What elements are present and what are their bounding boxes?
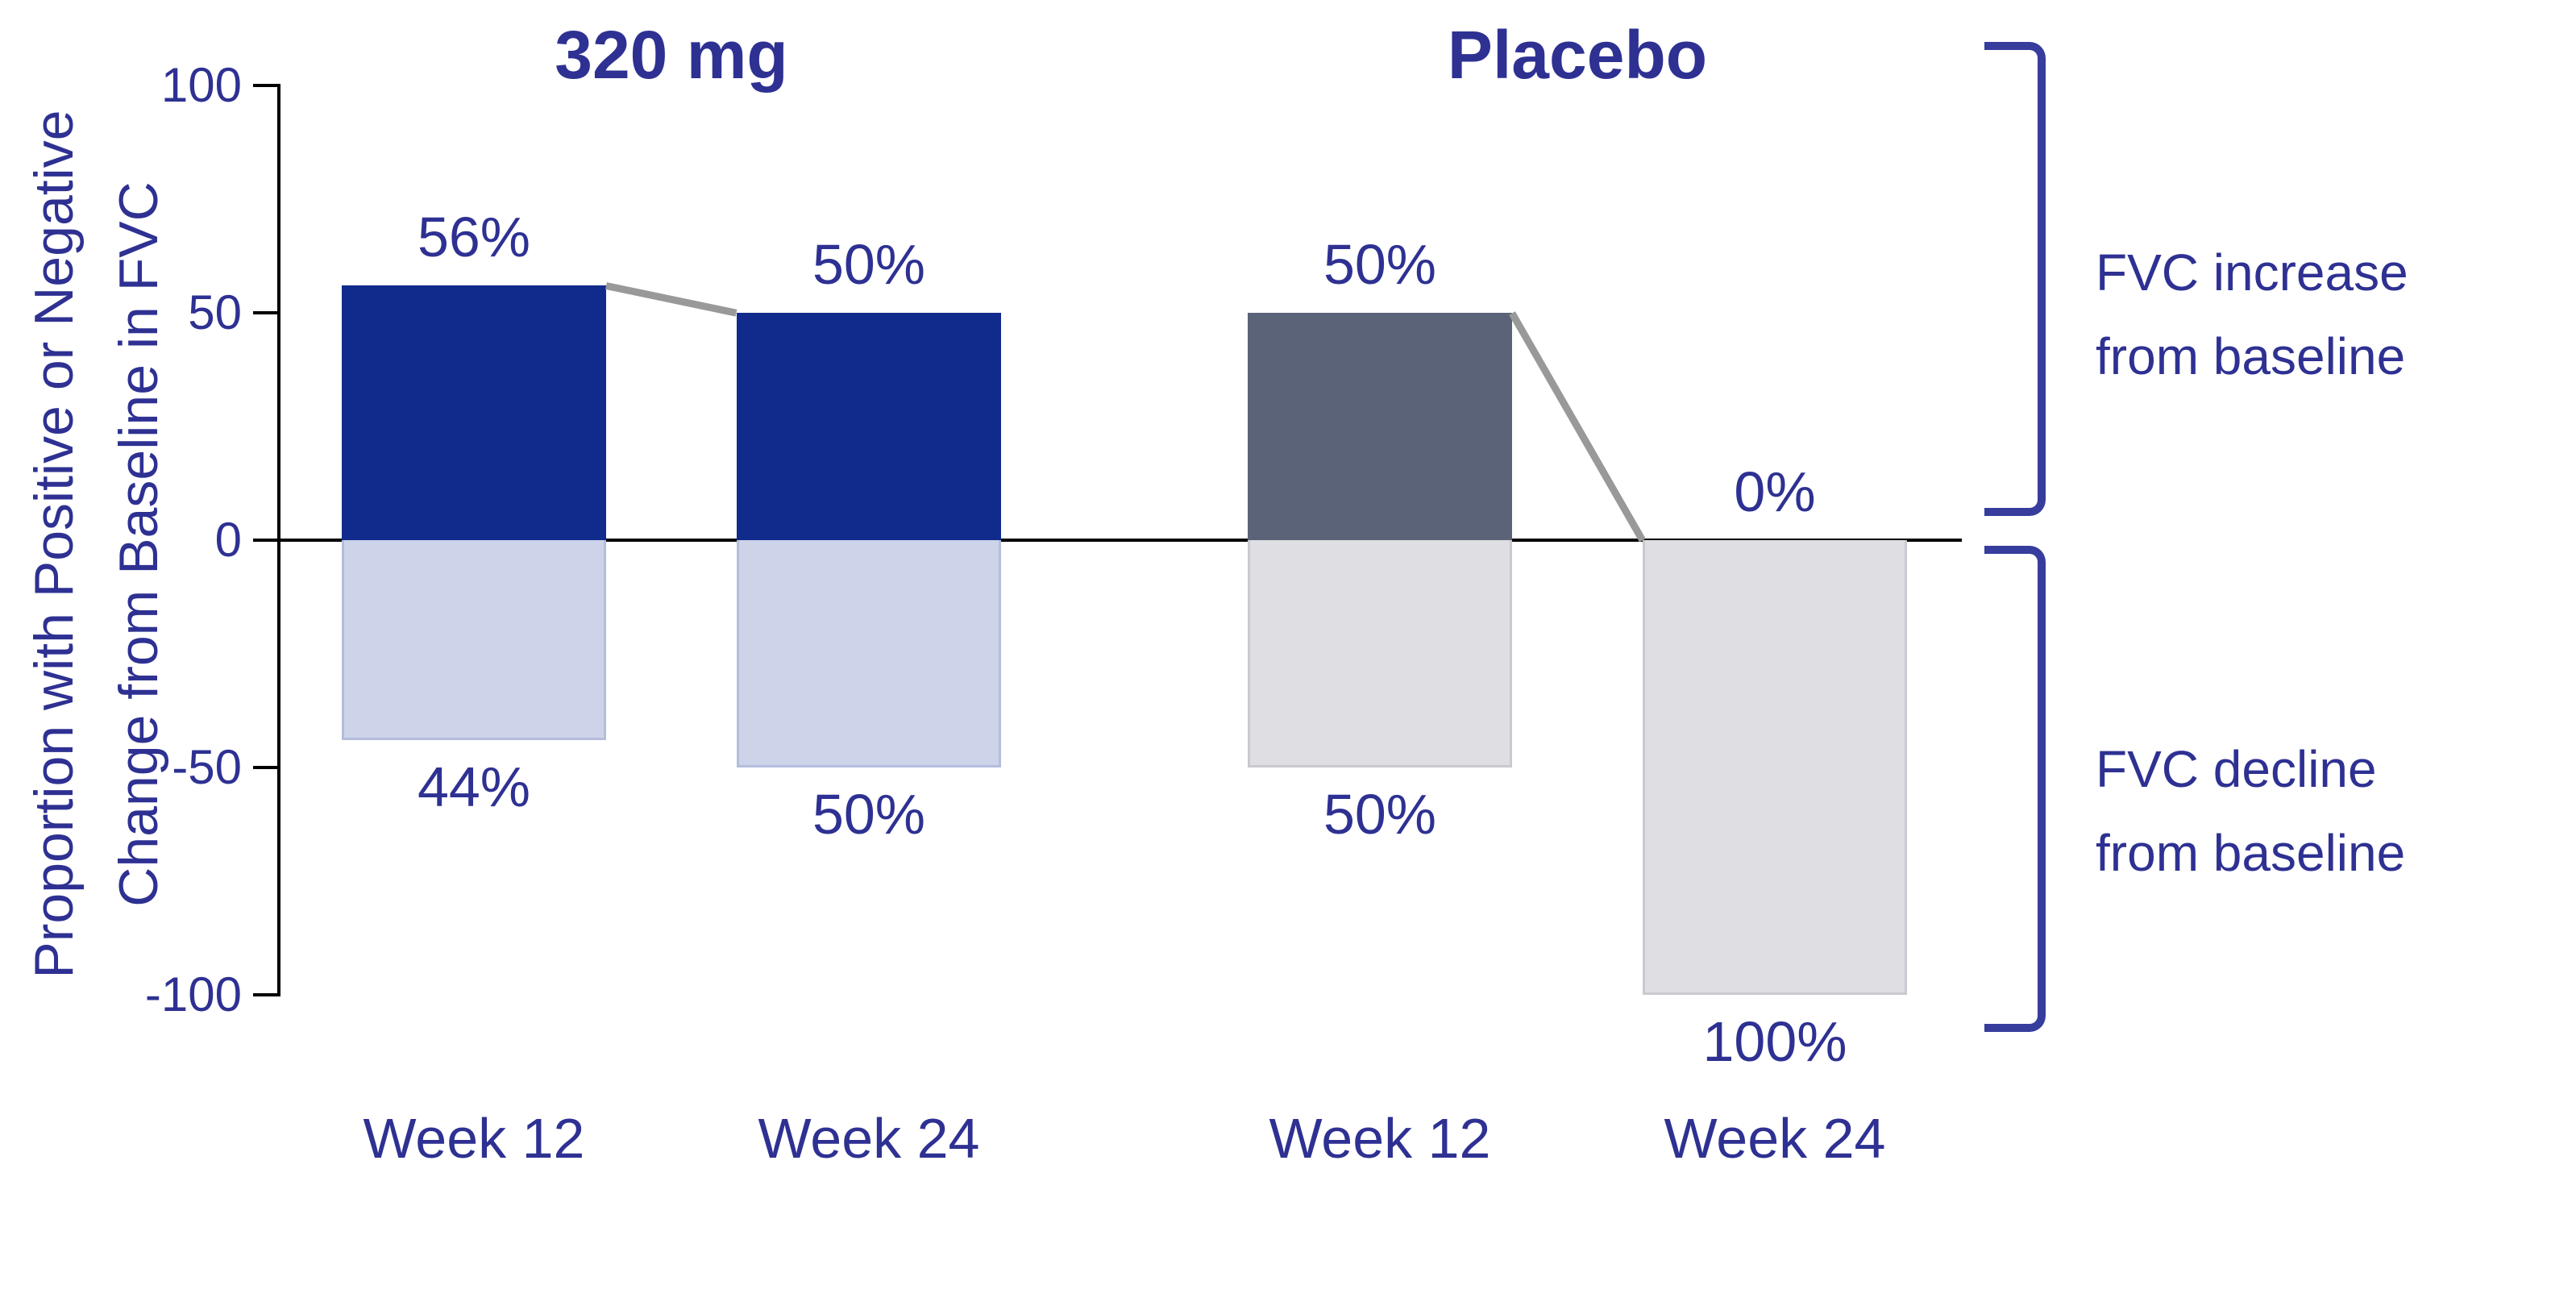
increase-value-label: 50% [1323,233,1437,296]
bar-320mg-week24: 50% 50% Week 24 [737,0,1001,1302]
increase-value-label: 50% [812,233,926,296]
y-tick-label-50: 50 [188,285,242,339]
y-tick-label-100: 100 [160,58,242,112]
bar-placebo-week24: 0% 100% Week 24 [1643,0,1907,1302]
increase-value-label: 0% [1734,460,1816,523]
decline-value-label: 50% [1323,783,1437,846]
bar-placebo-week12: 50% 50% Week 12 [1248,0,1512,1302]
y-tick-neg100 [253,993,279,996]
increase-bar [737,313,1001,540]
decline-bar [1643,540,1907,995]
x-label-week12: Week 12 [1269,1107,1491,1170]
decline-value-label: 44% [417,755,531,819]
x-label-week24: Week 24 [1664,1107,1886,1170]
increase-value-label: 56% [417,206,531,269]
decline-value-label: 100% [1702,1010,1847,1073]
x-label-week12: Week 12 [363,1107,585,1170]
decline-value-label: 50% [812,783,926,846]
annotation-fvc-increase-line-1: FVC increase [2096,243,2408,302]
group-header-320mg: 320 mg [555,17,788,93]
trend-connector-placebo [1509,311,1646,543]
y-tick-100 [253,84,279,87]
bar-320mg-week12: 56% 44% Week 12 [342,0,606,1302]
y-tick-50 [253,311,279,314]
annotation-fvc-decline-line-1: FVC decline [2096,740,2377,798]
decline-bar [342,540,606,741]
annotation-fvc-increase: FVC increase from baseline [2096,231,2563,398]
annotation-fvc-decline-line-2: from baseline [2096,824,2406,882]
y-tick-neg50 [253,766,279,769]
decline-bar [1248,540,1512,767]
zero-baseline-line [253,539,1962,542]
x-label-week24: Week 24 [758,1107,980,1170]
trend-connector-320mg [605,282,737,317]
annotation-fvc-increase-line-2: from baseline [2096,327,2406,385]
decline-bar [737,540,1001,767]
group-header-placebo: Placebo [1447,17,1708,93]
increase-bar [342,285,606,540]
y-tick-label-neg50: -50 [172,740,242,794]
y-tick-label-neg100: -100 [144,967,242,1021]
bracket-fvc-decline [1984,546,2046,1032]
annotation-fvc-decline: FVC decline from baseline [2096,727,2563,895]
bracket-fvc-increase [1984,42,2046,516]
y-tick-label-0: 0 [214,513,242,567]
increase-bar [1248,313,1512,540]
